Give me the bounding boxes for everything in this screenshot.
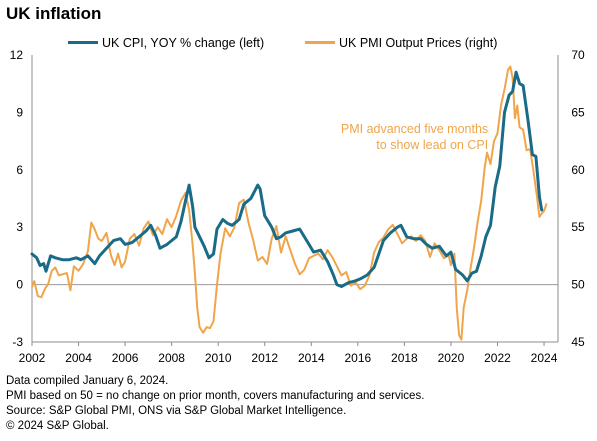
- annotation-text-line-2: to show lead on CPI: [376, 138, 488, 152]
- left-tick-label: 3: [16, 220, 23, 234]
- x-tick-label: 2014: [298, 351, 325, 365]
- right-tick-label: 60: [571, 163, 585, 177]
- left-tick-label: 12: [10, 48, 24, 62]
- series-layer: [30, 65, 548, 341]
- series-line-cpi: [30, 70, 544, 288]
- annotation-layer: PMI advanced five months to show lead on …: [341, 122, 488, 152]
- footnote-3: Source: S&P Global PMI, ONS via S&P Glob…: [6, 405, 347, 417]
- x-tick-label: 2022: [484, 351, 511, 365]
- chart-axes: -3 0 3 6 9 12 45 50 55 60 65 70 2002 2004 2006 2008 2010…: [10, 48, 585, 365]
- x-tick-label: 2002: [19, 351, 46, 365]
- left-tick-label: 0: [16, 278, 23, 292]
- legend-item-pmi: UK PMI Output Prices (right): [305, 36, 497, 50]
- left-tick-label: 9: [16, 105, 23, 119]
- x-tick-label: 2016: [344, 351, 371, 365]
- footnote-2: PMI based on 50 = no change on prior mon…: [6, 390, 425, 402]
- right-tick-label: 65: [571, 105, 585, 119]
- legend-item-cpi: UK CPI, YOY % change (left): [68, 36, 264, 50]
- left-tick-label: -3: [12, 335, 23, 349]
- right-tick-label: 50: [571, 278, 585, 292]
- x-tick-label: 2004: [65, 351, 92, 365]
- x-tick-label: 2010: [205, 351, 232, 365]
- left-tick-label: 6: [16, 163, 23, 177]
- x-tick-label: 2012: [251, 351, 278, 365]
- x-tick-label: 2006: [112, 351, 139, 365]
- legend-swatch-pmi: [305, 41, 335, 45]
- x-tick-label: 2020: [438, 351, 465, 365]
- footnote-4: © 2024 S&P Global.: [6, 420, 109, 432]
- series-line-pmi: [31, 65, 548, 341]
- x-tick-label: 2018: [391, 351, 418, 365]
- legend-swatch-cpi: [68, 41, 98, 45]
- annotation-text-line-1: PMI advanced five months: [341, 122, 488, 136]
- right-tick-label: 55: [571, 220, 585, 234]
- x-tick-label: 2024: [531, 351, 558, 365]
- page-title: UK inflation: [6, 4, 102, 23]
- right-tick-label: 70: [571, 48, 585, 62]
- legend-label-cpi: UK CPI, YOY % change (left): [102, 36, 265, 50]
- x-tick-label: 2008: [158, 351, 185, 365]
- footnote-1: Data compiled January 6, 2024.: [6, 375, 169, 387]
- legend-label-pmi: UK PMI Output Prices (right): [339, 36, 498, 50]
- right-tick-label: 45: [571, 335, 585, 349]
